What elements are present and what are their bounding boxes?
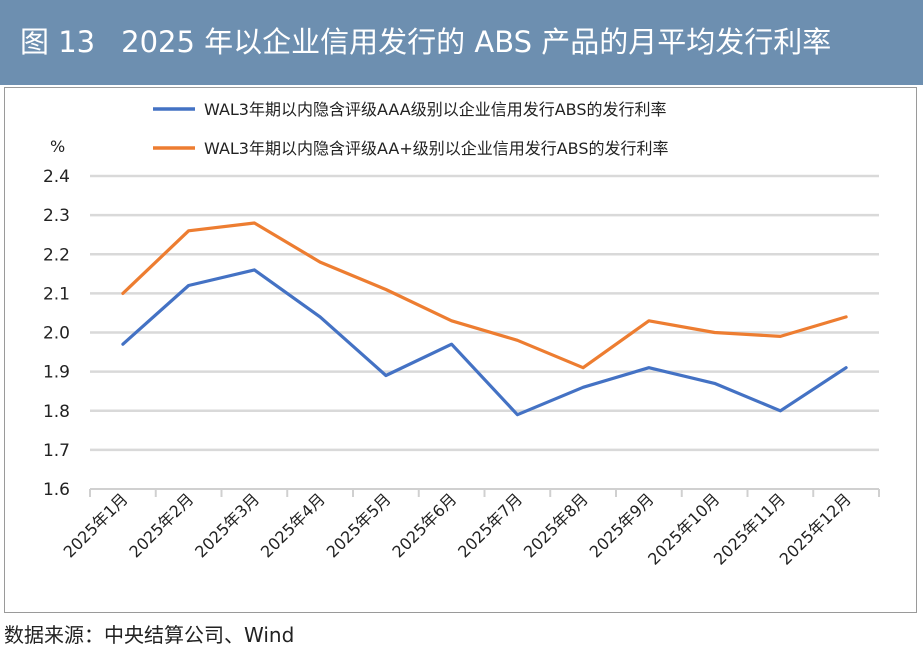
x-tick-label: 2025年2月 [125, 489, 197, 561]
y-tick-label: 2.2 [43, 245, 70, 265]
figure-title-bar: 图 13 2025 年以企业信用发行的 ABS 产品的月平均发行利率 [0, 0, 923, 85]
y-tick-label: 1.8 [43, 402, 70, 422]
series-line-aa-plus [121, 221, 848, 370]
x-tick-label: 2025年4月 [257, 489, 329, 561]
y-tick-label: 2.1 [43, 284, 70, 304]
x-tick-label: 2025年3月 [191, 489, 263, 561]
y-tick-label: 2.3 [43, 206, 70, 226]
y-tick-label: 1.6 [43, 480, 70, 500]
y-tick-label: 1.7 [43, 441, 70, 461]
y-tick-label: 2.4 [43, 167, 70, 187]
figure-number: 图 13 [20, 25, 96, 59]
line-chart: 1.61.71.81.92.02.12.22.32.4%2025年1月2025年… [43, 100, 880, 569]
x-tick-label: 2025年6月 [388, 489, 460, 561]
y-tick-label: 2.0 [43, 324, 70, 344]
y-tick-label: 1.9 [43, 363, 70, 383]
chart-frame [4, 87, 917, 613]
figure-title: 2025 年以企业信用发行的 ABS 产品的月平均发行利率 [121, 25, 832, 59]
legend-label: WAL3年期以内隐含评级AA+级别以企业信用发行ABS的发行利率 [204, 139, 669, 158]
source-note: 数据来源：中央结算公司、Wind [4, 623, 295, 647]
x-tick-label: 2025年7月 [454, 489, 526, 561]
y-axis-unit-label: % [50, 137, 65, 156]
x-tick-label: 2025年5月 [323, 489, 395, 561]
x-tick-label: 2025年8月 [520, 489, 592, 561]
x-tick-label: 2025年9月 [586, 489, 658, 561]
legend-label: WAL3年期以内隐含评级AAA级别以企业信用发行ABS的发行利率 [204, 100, 667, 119]
series-line-aaa [121, 268, 848, 417]
x-tick-label: 2025年1月 [60, 489, 132, 561]
